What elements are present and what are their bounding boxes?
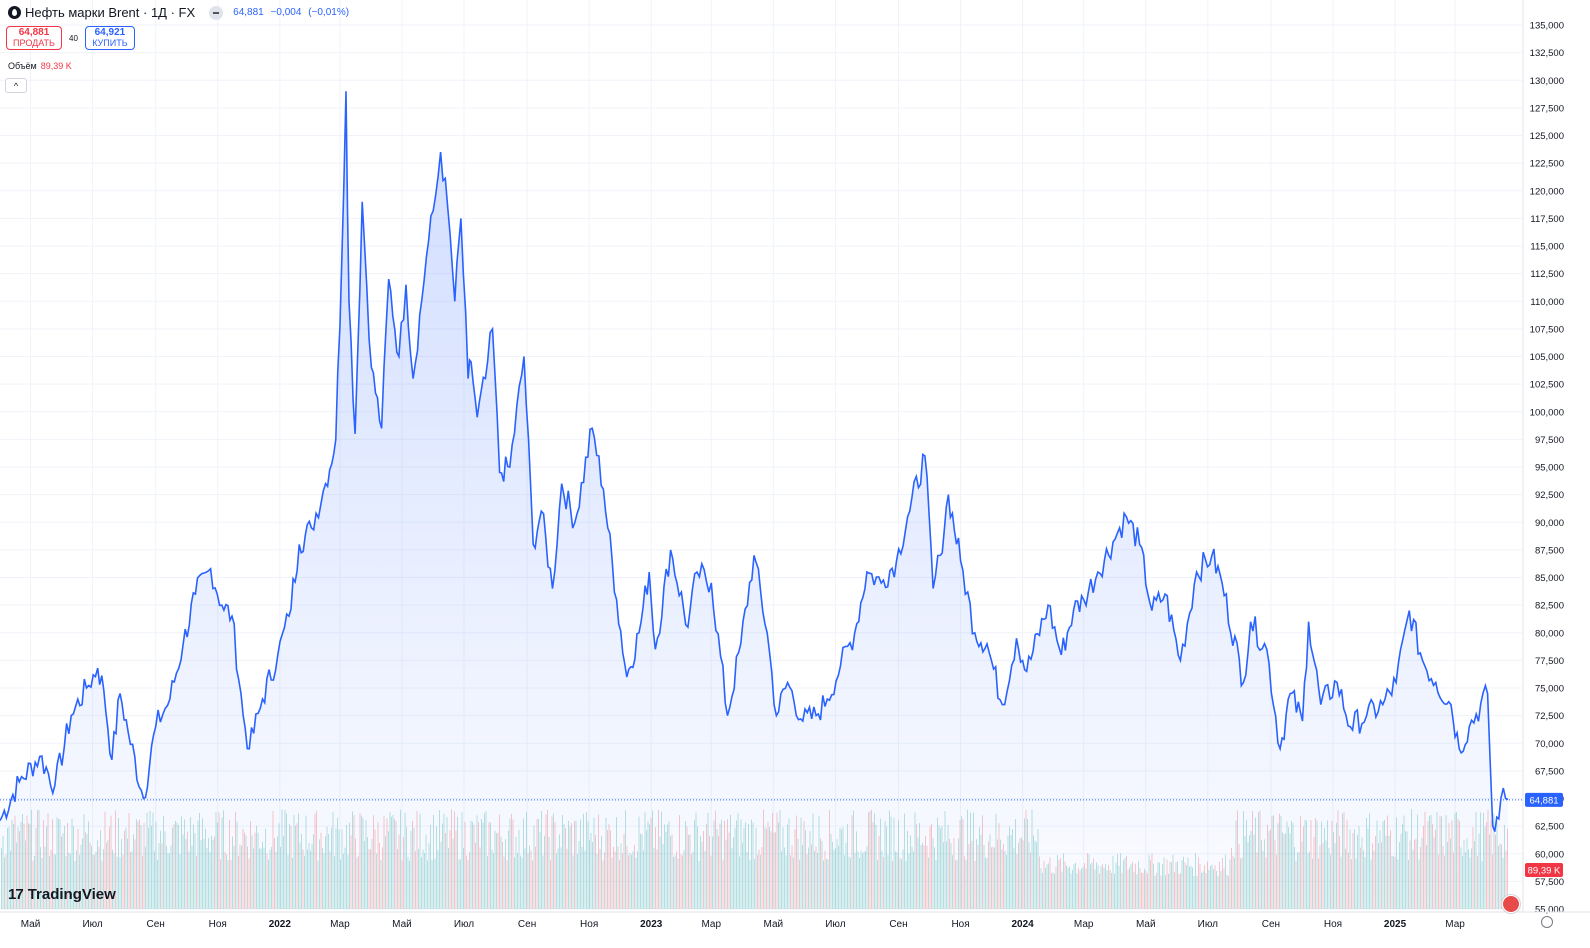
y-tick-label: 72,500 — [1535, 711, 1564, 722]
x-tick-label: Мар — [1445, 919, 1465, 930]
x-tick-label: Ноя — [951, 919, 969, 930]
price-area — [0, 91, 1508, 910]
x-tick-label: 2025 — [1384, 919, 1407, 930]
x-tick-label: 2022 — [269, 919, 292, 930]
volume-badge — [1525, 863, 1563, 877]
volume-legend: Объём 89,39 K — [8, 61, 72, 71]
current-price-badge — [1525, 792, 1563, 807]
y-tick-label: 90,000 — [1535, 518, 1564, 529]
axis-badges: 64,881 89,39 K — [1525, 792, 1563, 877]
y-tick-label: 75,000 — [1535, 684, 1564, 695]
sell-price: 64,881 — [18, 27, 50, 38]
y-tick-label: 85,000 — [1535, 573, 1564, 584]
y-axis: 55,00057,50060,00062,50065,00067,50070,0… — [1522, 0, 1564, 916]
y-tick-label: 87,500 — [1535, 545, 1564, 556]
symbol-title[interactable]: Нефть марки Brent · 1Д · FX — [25, 5, 196, 20]
x-tick-label: Июл — [825, 919, 845, 930]
price-line — [0, 91, 1509, 832]
x-tick-label: Мар — [1074, 919, 1094, 930]
y-tick-label: 117,500 — [1530, 214, 1564, 225]
sell-label: ПРОДАТЬ — [13, 38, 55, 48]
x-axis: Май Июл Сен Ноя 2022 Мар Май Июл Сен Ноя 2023 Мар Ма… — [0, 911, 1590, 930]
price-change-pct: (−0,01%) — [308, 7, 350, 18]
sell-button[interactable]: 64,881 ПРОДАТЬ — [6, 26, 62, 50]
y-tick-label: 60,000 — [1535, 849, 1564, 860]
x-tick-label: 2023 — [640, 919, 663, 930]
x-tick-label: Май — [21, 919, 41, 930]
y-tick-label: 57,500 — [1535, 877, 1564, 888]
collapse-minus-icon[interactable] — [209, 5, 224, 20]
x-tick-label: Сен — [518, 919, 536, 930]
buy-label: КУПИТЬ — [92, 38, 128, 48]
volume-value: 89,39 K — [40, 61, 72, 71]
buy-button[interactable]: 64,921 КУПИТЬ — [84, 26, 135, 50]
y-tick-label: 112,500 — [1530, 269, 1564, 280]
volume-badge-label: 89,39 K — [1528, 866, 1561, 877]
tradingview-mark-icon: 17 — [8, 886, 24, 903]
volume-label: Объём — [8, 61, 37, 71]
flag-icon[interactable] — [1502, 895, 1520, 913]
tradingview-logo[interactable]: 17 TradingView — [8, 886, 116, 903]
x-tick-label: Май — [764, 919, 784, 930]
y-tick-label: 127,500 — [1530, 103, 1564, 114]
y-tick-label: 125,000 — [1530, 131, 1564, 142]
y-tick-label: 105,000 — [1530, 352, 1564, 363]
x-tick-label: Сен — [889, 919, 907, 930]
y-tick-label: 70,000 — [1535, 739, 1564, 750]
y-tick-label: 77,500 — [1535, 656, 1564, 667]
spread: 40 — [69, 33, 78, 43]
collapse-legend-button[interactable]: ^ — [5, 78, 27, 93]
x-tick-label: Май — [392, 919, 412, 930]
y-tick-label: 132,500 — [1530, 48, 1564, 59]
x-tick-label: Ноя — [1324, 919, 1342, 930]
y-tick-label: 135,000 — [1530, 21, 1564, 32]
y-tick-label: 80,000 — [1535, 628, 1564, 639]
y-tick-label: 107,500 — [1530, 324, 1564, 335]
x-tick-label: Ноя — [209, 919, 227, 930]
y-tick-label: 55,000 — [1535, 905, 1564, 916]
y-tick-label: 120,000 — [1530, 186, 1564, 197]
oil-drop-icon — [8, 6, 21, 19]
x-tick-label: Мар — [330, 919, 350, 930]
x-tick-label: Мар — [701, 919, 721, 930]
trade-panel: 64,881 ПРОДАТЬ 40 64,921 КУПИТЬ — [6, 26, 135, 50]
x-tick-label: Июл — [82, 919, 102, 930]
x-tick-label: Июл — [454, 919, 474, 930]
x-tick-label: Сен — [1262, 919, 1280, 930]
y-tick-label: 100,000 — [1530, 407, 1564, 418]
current-price-label: 64,881 — [1529, 795, 1558, 806]
y-tick-label: 62,500 — [1535, 822, 1564, 833]
logo-text: TradingView — [27, 886, 116, 903]
gear-icon[interactable] — [1541, 916, 1553, 928]
x-tick-label: 2024 — [1012, 919, 1035, 930]
y-tick-label: 110,000 — [1530, 297, 1564, 308]
x-tick-label: Ноя — [580, 919, 598, 930]
y-tick-label: 102,500 — [1530, 380, 1564, 391]
y-tick-label: 92,500 — [1535, 490, 1564, 501]
quote-line: 64,881 −0,004 (−0,01%) — [233, 7, 353, 18]
buy-price: 64,921 — [94, 27, 126, 38]
y-tick-label: 115,000 — [1530, 242, 1564, 253]
y-tick-label: 97,500 — [1535, 435, 1564, 446]
y-tick-label: 95,000 — [1535, 463, 1564, 474]
y-tick-label: 130,000 — [1530, 76, 1564, 87]
y-tick-label: 67,500 — [1535, 766, 1564, 777]
last-price: 64,881 — [233, 7, 264, 18]
symbol-header: Нефть марки Brent · 1Д · FX 64,881 −0,00… — [8, 5, 353, 20]
x-tick-label: Июл — [1198, 919, 1218, 930]
y-tick-label: 122,500 — [1530, 159, 1564, 170]
x-tick-label: Май — [1136, 919, 1156, 930]
y-tick-label: 82,500 — [1535, 601, 1564, 612]
x-tick-label: Сен — [147, 919, 165, 930]
price-change: −0,004 — [270, 7, 302, 18]
